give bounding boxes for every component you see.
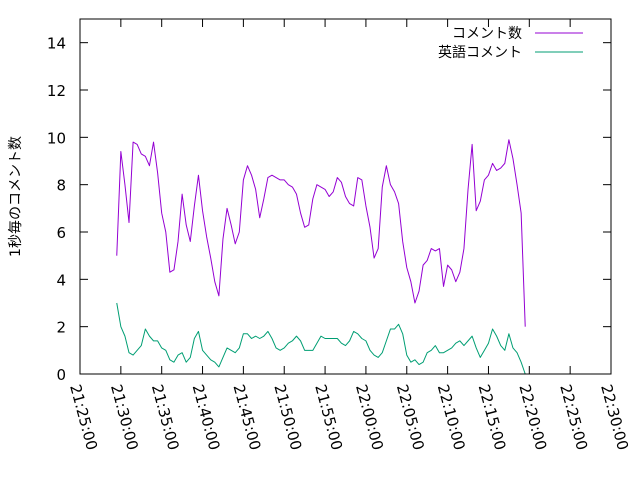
- y-tick-label: 6: [56, 224, 66, 242]
- plot-frame: [79, 18, 612, 375]
- legend-label: 英語コメント: [438, 44, 522, 61]
- legend-label: コメント数: [452, 26, 522, 42]
- y-tick-label: 10: [47, 129, 66, 147]
- y-tick-label: 14: [47, 35, 66, 53]
- y-tick-label: 2: [56, 319, 66, 337]
- y-tick-label: 8: [56, 177, 66, 195]
- series-line-2: [116, 302, 526, 375]
- series-line-1: [116, 139, 526, 327]
- series-layer: [116, 139, 526, 375]
- y-tick-label: 0: [56, 366, 66, 384]
- y-tick-label: 4: [56, 271, 66, 289]
- y-axis-ticks: 0 2 4 6 8 10 12 14: [47, 35, 611, 384]
- y-tick-label: 12: [47, 82, 66, 100]
- y-axis-label: 1秒毎のコメント数: [8, 136, 24, 257]
